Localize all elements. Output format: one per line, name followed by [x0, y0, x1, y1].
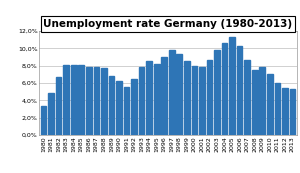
Bar: [237, 46, 242, 135]
Bar: [124, 87, 129, 135]
Bar: [109, 76, 114, 135]
Bar: [192, 66, 197, 135]
Bar: [116, 81, 122, 135]
Bar: [199, 67, 205, 135]
Bar: [161, 57, 167, 135]
Bar: [78, 65, 84, 135]
Bar: [274, 83, 280, 135]
Bar: [290, 89, 295, 135]
Bar: [131, 79, 137, 135]
Bar: [252, 70, 258, 135]
Bar: [260, 67, 265, 135]
Bar: [56, 77, 61, 135]
Bar: [101, 68, 107, 135]
Bar: [139, 67, 144, 135]
Bar: [229, 37, 235, 135]
Bar: [41, 106, 46, 135]
Bar: [184, 61, 190, 135]
Bar: [282, 88, 288, 135]
Bar: [176, 54, 182, 135]
Bar: [244, 60, 250, 135]
Bar: [154, 64, 160, 135]
Bar: [169, 50, 175, 135]
Bar: [146, 61, 152, 135]
Bar: [86, 67, 92, 135]
Bar: [71, 65, 76, 135]
Title: Unemployment rate Germany (1980-2013): Unemployment rate Germany (1980-2013): [44, 19, 292, 29]
Bar: [222, 43, 227, 135]
Bar: [207, 60, 212, 135]
Bar: [48, 93, 54, 135]
Bar: [94, 67, 99, 135]
Bar: [267, 74, 273, 135]
Bar: [214, 50, 220, 135]
Bar: [63, 65, 69, 135]
